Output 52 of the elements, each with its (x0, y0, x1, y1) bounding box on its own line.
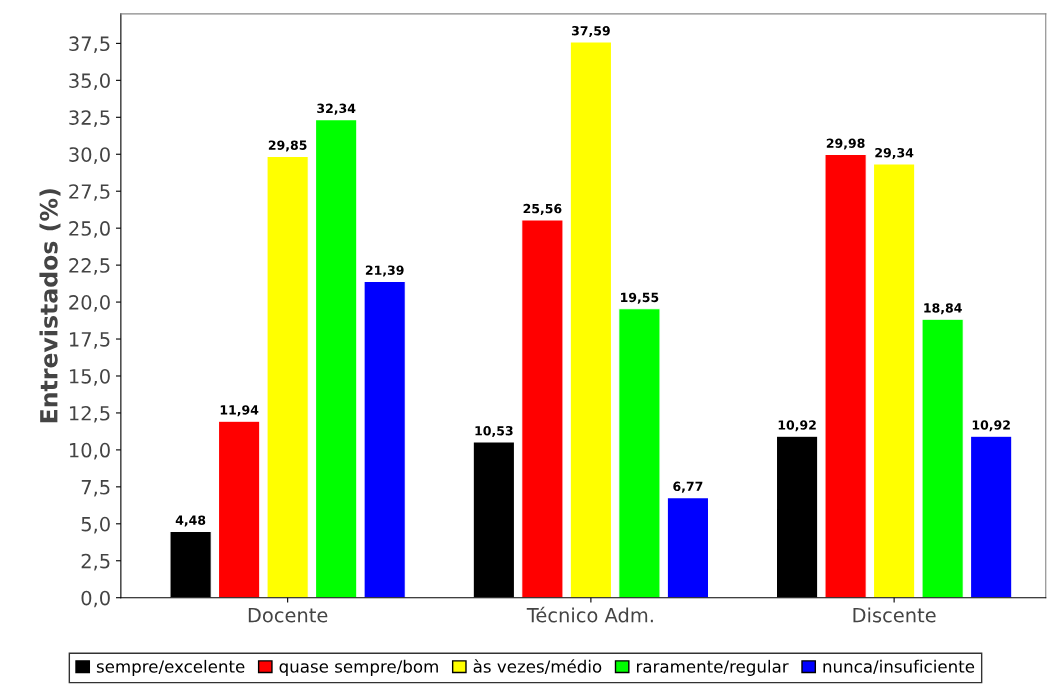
y-tick-label: 32,5 (69, 110, 110, 127)
bar (521, 219, 564, 598)
legend-label: quase sempre/bom (279, 659, 438, 676)
y-tick-label: 12,5 (69, 405, 110, 423)
bar (618, 308, 661, 598)
y-tick-label: 20,0 (69, 295, 110, 312)
data-label: 29,34 (875, 147, 914, 160)
data-label: 25,56 (523, 203, 562, 215)
bar (872, 163, 916, 598)
y-tick-label: 22,5 (69, 258, 110, 275)
legend-label: sempre/excelente (96, 659, 245, 676)
bar (921, 318, 964, 598)
y-axis-title: Entrevistados (%) (39, 189, 61, 423)
bar (363, 280, 406, 598)
x-tick-label: Discente (853, 607, 936, 623)
data-label: 10,92 (778, 420, 816, 432)
data-label: 18,84 (924, 303, 962, 315)
y-tick-label: 7,5 (81, 480, 110, 497)
data-label: 29,98 (826, 138, 865, 150)
y-tick-label: 35,0 (69, 73, 110, 90)
data-label: 11,94 (220, 405, 259, 417)
bar (824, 153, 867, 598)
data-label: 4,48 (175, 515, 206, 527)
data-label: 6,77 (673, 481, 703, 493)
bar (217, 420, 261, 598)
y-tick-label: 2,5 (81, 553, 110, 571)
legend-label: nunca/insuficiente (823, 659, 975, 675)
bar (569, 41, 613, 598)
data-label: 10,53 (475, 426, 513, 438)
y-tick-label: 10,0 (69, 442, 110, 460)
data-label: 19,55 (621, 292, 659, 304)
bar (266, 155, 309, 598)
y-tick-label: 25,0 (69, 221, 110, 238)
y-tick-label: 37,5 (69, 36, 110, 54)
data-label: 37,59 (571, 26, 610, 38)
bar (969, 435, 1013, 598)
x-tick-label: Técnico Adm. (526, 606, 653, 623)
bar (666, 497, 710, 598)
y-tick-label: 15,0 (69, 368, 110, 386)
legend-label: às vezes/médio (473, 659, 602, 675)
y-tick-label: 17,5 (69, 332, 110, 349)
legend-label: raramente/regular (637, 659, 789, 676)
x-tick-label: Docente (248, 608, 328, 623)
data-label: 32,34 (317, 103, 356, 115)
y-tick-label: 27,5 (69, 184, 110, 201)
bar (314, 119, 358, 598)
data-label: 21,39 (365, 265, 404, 277)
y-tick-label: 0,0 (81, 590, 110, 608)
y-tick-label: 5,0 (81, 516, 110, 534)
data-label: 10,92 (972, 420, 1010, 432)
y-tick-label: 30,0 (69, 147, 110, 164)
data-label: 29,85 (268, 140, 307, 152)
